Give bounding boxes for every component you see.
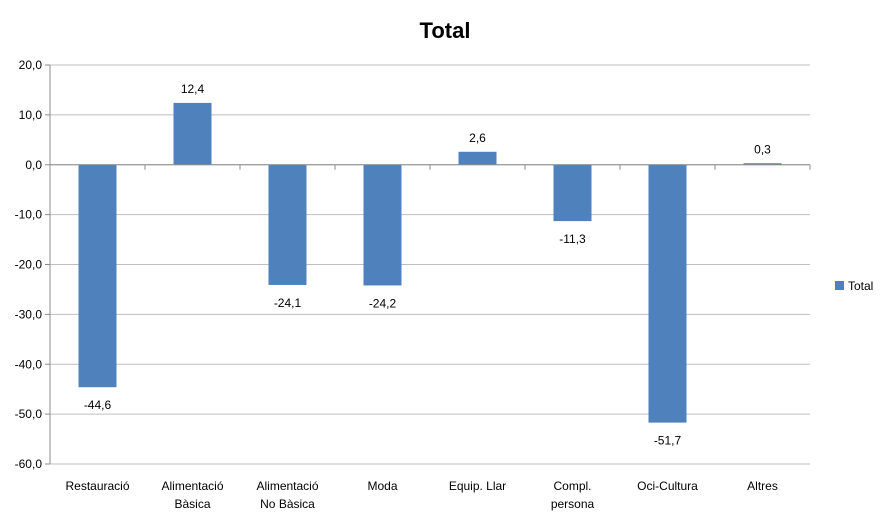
category-label: Alimentació (256, 479, 318, 493)
y-tick-label: -30,0 (15, 307, 43, 321)
y-tick-label: 10,0 (19, 108, 43, 122)
category-label: Altres (747, 479, 778, 493)
data-label: 0,3 (754, 142, 771, 156)
data-label: -24,2 (369, 296, 397, 310)
bar (78, 164, 117, 388)
category-label: Oci-Cultura (637, 479, 698, 493)
category-label: Restauració (65, 479, 129, 493)
data-label: -24,1 (274, 296, 302, 310)
data-label: -51,7 (654, 434, 682, 448)
bar (173, 102, 212, 165)
y-tick-label: -60,0 (15, 457, 43, 471)
gridlines (50, 64, 810, 465)
y-tick-label: -40,0 (15, 357, 43, 371)
y-tick-label: -50,0 (15, 407, 43, 421)
category-labels: Restauració Alimentació Bàsica Alimentació N… (65, 479, 777, 511)
bar (743, 163, 782, 165)
y-tick-label: -10,0 (15, 208, 43, 222)
category-label: Moda (367, 479, 397, 493)
bar (648, 164, 687, 423)
y-tick-label: 0,0 (25, 158, 42, 172)
data-label: 2,6 (469, 131, 486, 145)
data-labels: -44,6 12,4 -24,1 -24,2 2,6 -11,3 -51,7 0,3 (84, 82, 771, 448)
bar (268, 164, 307, 285)
category-label: persona (551, 497, 595, 511)
data-label: -11,3 (559, 232, 586, 246)
category-label: Equip. Llar (449, 479, 506, 493)
y-tick-label: 20,0 (19, 58, 43, 72)
bar (553, 164, 592, 222)
chart-title: Total (420, 18, 471, 43)
bars (78, 102, 782, 423)
category-label: Bàsica (174, 497, 210, 511)
y-tick-label: -20,0 (15, 258, 43, 272)
legend-swatch (835, 281, 844, 290)
category-label: Compl. (553, 479, 591, 493)
bar (363, 164, 402, 286)
data-label: 12,4 (181, 82, 205, 96)
y-axis-ticks: 20,0 10,0 0,0 -10,0 -20,0 -30,0 -40,0 -50,0 -60,… (15, 58, 50, 471)
data-label: -44,6 (84, 398, 112, 412)
axes (49, 65, 811, 464)
category-label: No Bàsica (260, 497, 315, 511)
legend: Total (835, 279, 873, 293)
legend-label: Total (848, 279, 873, 293)
bar (458, 151, 497, 165)
category-label: Alimentació (161, 479, 223, 493)
